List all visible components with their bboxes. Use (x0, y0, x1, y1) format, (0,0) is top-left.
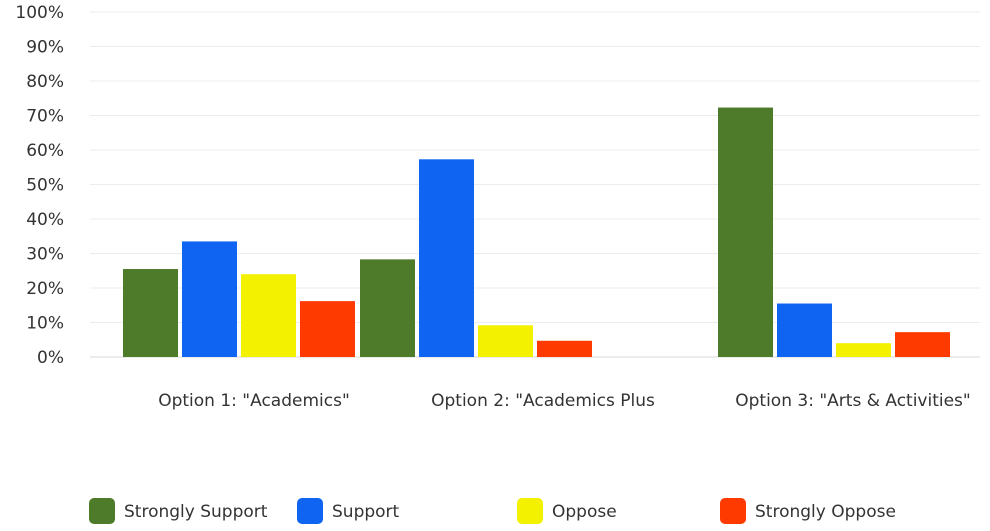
bar-strongly-support-option-3 (718, 107, 773, 357)
legend-swatch (517, 498, 543, 524)
y-tick-label: 60% (26, 141, 64, 161)
y-tick-label: 70% (26, 107, 64, 127)
bar-support-option-3 (777, 303, 832, 357)
bar-support-option-1 (182, 241, 237, 357)
y-tick-label: 80% (26, 72, 64, 92)
legend-label: Strongly Support (124, 502, 268, 522)
bar-strongly-support-option-1 (123, 269, 178, 357)
y-axis-tick-labels: 0% 10% 20% 30% 40% 50% 60% 70% 80% 90% 100% (15, 3, 64, 368)
grid-layer (90, 11, 980, 358)
x-tick-label: Option 1: "Academics" (158, 391, 350, 411)
y-tick-label: 0% (37, 348, 64, 368)
bar-strongly-oppose-option-3 (895, 332, 950, 357)
legend-label: Oppose (552, 502, 617, 522)
legend-label: Support (332, 502, 400, 522)
legend-swatch (720, 498, 746, 524)
bar-strongly-oppose-option-1 (300, 301, 355, 357)
bar-oppose-option-1 (241, 274, 296, 357)
legend-item-support: Support (297, 498, 400, 524)
y-tick-label: 40% (26, 210, 64, 230)
y-tick-label: 20% (26, 279, 64, 299)
legend-swatch (89, 498, 115, 524)
bar-strongly-oppose-option-2 (537, 340, 592, 357)
y-tick-label: 50% (26, 176, 64, 196)
legend-label: Strongly Oppose (755, 502, 896, 522)
bar-oppose-option-3 (836, 343, 891, 357)
legend-item-strongly-oppose: Strongly Oppose (720, 498, 896, 524)
legend: Strongly Support Support Oppose Strongly Op… (89, 498, 896, 524)
legend-item-oppose: Oppose (517, 498, 617, 524)
x-axis-tick-labels: Option 1: "Academics" Option 2: "Academic… (158, 391, 971, 411)
legend-item-strongly-support: Strongly Support (89, 498, 268, 524)
x-tick-label: Option 2: "Academics Plus (431, 391, 655, 411)
bars-layer (123, 107, 950, 357)
y-tick-label: 100% (15, 3, 64, 23)
bar-oppose-option-2 (478, 325, 533, 357)
bar-support-option-2 (419, 159, 474, 357)
y-tick-label: 10% (26, 314, 64, 334)
x-tick-label: Option 3: "Arts & Activities" (735, 391, 971, 411)
legend-swatch (297, 498, 323, 524)
bar-strongly-support-option-2 (360, 259, 415, 357)
y-tick-label: 30% (26, 245, 64, 265)
y-tick-label: 90% (26, 38, 64, 58)
